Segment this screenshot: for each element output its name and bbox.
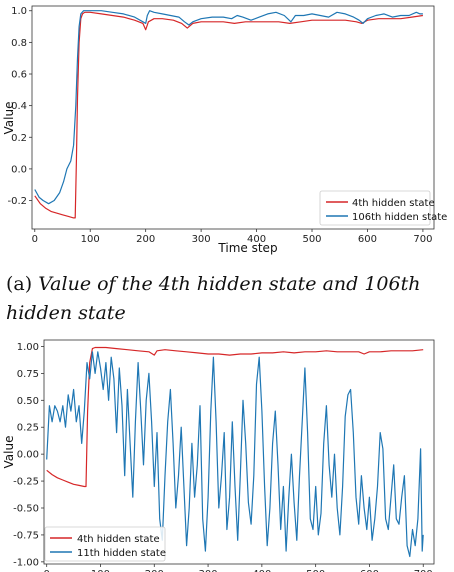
chart-a-ytick-label: 0.0 xyxy=(11,164,27,175)
chart-a-xtick-label: 700 xyxy=(413,234,432,245)
chart-b-series xyxy=(46,346,424,558)
chart-b-ytick-label: 0.50 xyxy=(17,396,39,407)
chart-a-xtick-label: 200 xyxy=(136,234,155,245)
chart-b-legend: 4th hidden state 11th hidden state xyxy=(44,526,166,562)
chart-b-legend-label-0: 4th hidden state xyxy=(77,534,160,545)
chart-a-ticks: 0 100 200 300 400 500 600 700 -0.2 0.0 0.2 0.4 0.6 0.… xyxy=(7,6,432,245)
chart-a-legend: 4th hidden state 106th hidden state xyxy=(319,190,447,226)
caption-line-2: hidden state xyxy=(6,302,126,324)
chart-b-legend-label-1: 11th hidden state xyxy=(77,548,166,559)
chart-a-ytick-label: 0.4 xyxy=(11,101,27,112)
chart-b-xtick-label: 700 xyxy=(414,569,433,572)
chart-a-xtick-label: 600 xyxy=(358,234,377,245)
chart-a-xtick-label: 400 xyxy=(247,234,266,245)
chart-b-series-line-1 xyxy=(46,351,424,558)
chart-a-xtick-label: 500 xyxy=(302,234,321,245)
chart-b-ytick-label: 1.00 xyxy=(17,342,39,353)
chart-b-ytick-label: -0.75 xyxy=(13,530,39,541)
chart-b-xtick-label: 100 xyxy=(91,569,110,572)
chart-b: 0 100 200 300 400 500 600 700 -1.00 -0.75 -0.50 -0.… xyxy=(2,339,435,572)
chart-b-ticks: 0 100 200 300 400 500 600 700 -1.00 -0.75 -0.50 -0.… xyxy=(13,342,433,572)
chart-b-xtick-label: 200 xyxy=(145,569,164,572)
chart-a-xlabel: Time step xyxy=(217,241,277,255)
chart-b-xtick-label: 300 xyxy=(199,569,218,572)
chart-b-ytick-label: 0.75 xyxy=(17,369,39,380)
chart-b-legend-box xyxy=(44,526,166,562)
caption-line-1: (a) Value of the 4th hidden state and 10… xyxy=(6,273,420,295)
chart-a-xtick-label: 100 xyxy=(81,234,100,245)
chart-a-ytick-label: 1.0 xyxy=(11,6,27,17)
chart-b-ylabel: Value xyxy=(2,436,16,469)
chart-a-ytick-label: 0.6 xyxy=(11,70,27,81)
chart-a-frame xyxy=(31,5,435,230)
chart-a-xtick-label: 300 xyxy=(192,234,211,245)
chart-b-xtick-label: 400 xyxy=(252,569,271,572)
chart-a-ylabel: Value xyxy=(2,102,16,135)
chart-b-xtick-label: 600 xyxy=(360,569,379,572)
chart-a-legend-label-0: 4th hidden state xyxy=(352,198,435,209)
chart-b-ytick-label: -0.25 xyxy=(13,477,39,488)
chart-a: 0 100 200 300 400 500 600 700 -0.2 0.0 0.2 0.4 0.6 0.… xyxy=(2,5,447,255)
chart-a-ytick-label: 0.8 xyxy=(11,38,27,49)
chart-a-series xyxy=(34,10,423,219)
chart-b-ytick-label: -1.00 xyxy=(13,557,39,568)
chart-b-ytick-label: 0.00 xyxy=(17,450,39,461)
chart-a-legend-label-1: 106th hidden state xyxy=(352,212,447,223)
chart-b-ytick-label: 0.25 xyxy=(17,423,39,434)
chart-b-ytick-label: -0.50 xyxy=(13,504,39,515)
chart-a-ytick-label: -0.2 xyxy=(7,196,27,207)
chart-a-xtick-label: 0 xyxy=(32,234,38,245)
chart-b-xtick-label: 500 xyxy=(306,569,325,572)
chart-b-series-line-0 xyxy=(46,346,424,488)
chart-a-series-line-0 xyxy=(34,11,423,219)
chart-a-ytick-label: 0.2 xyxy=(11,133,27,144)
chart-a-series-line-1 xyxy=(34,10,423,205)
chart-b-frame xyxy=(43,339,435,565)
chart-b-xtick-label: 0 xyxy=(44,569,50,572)
